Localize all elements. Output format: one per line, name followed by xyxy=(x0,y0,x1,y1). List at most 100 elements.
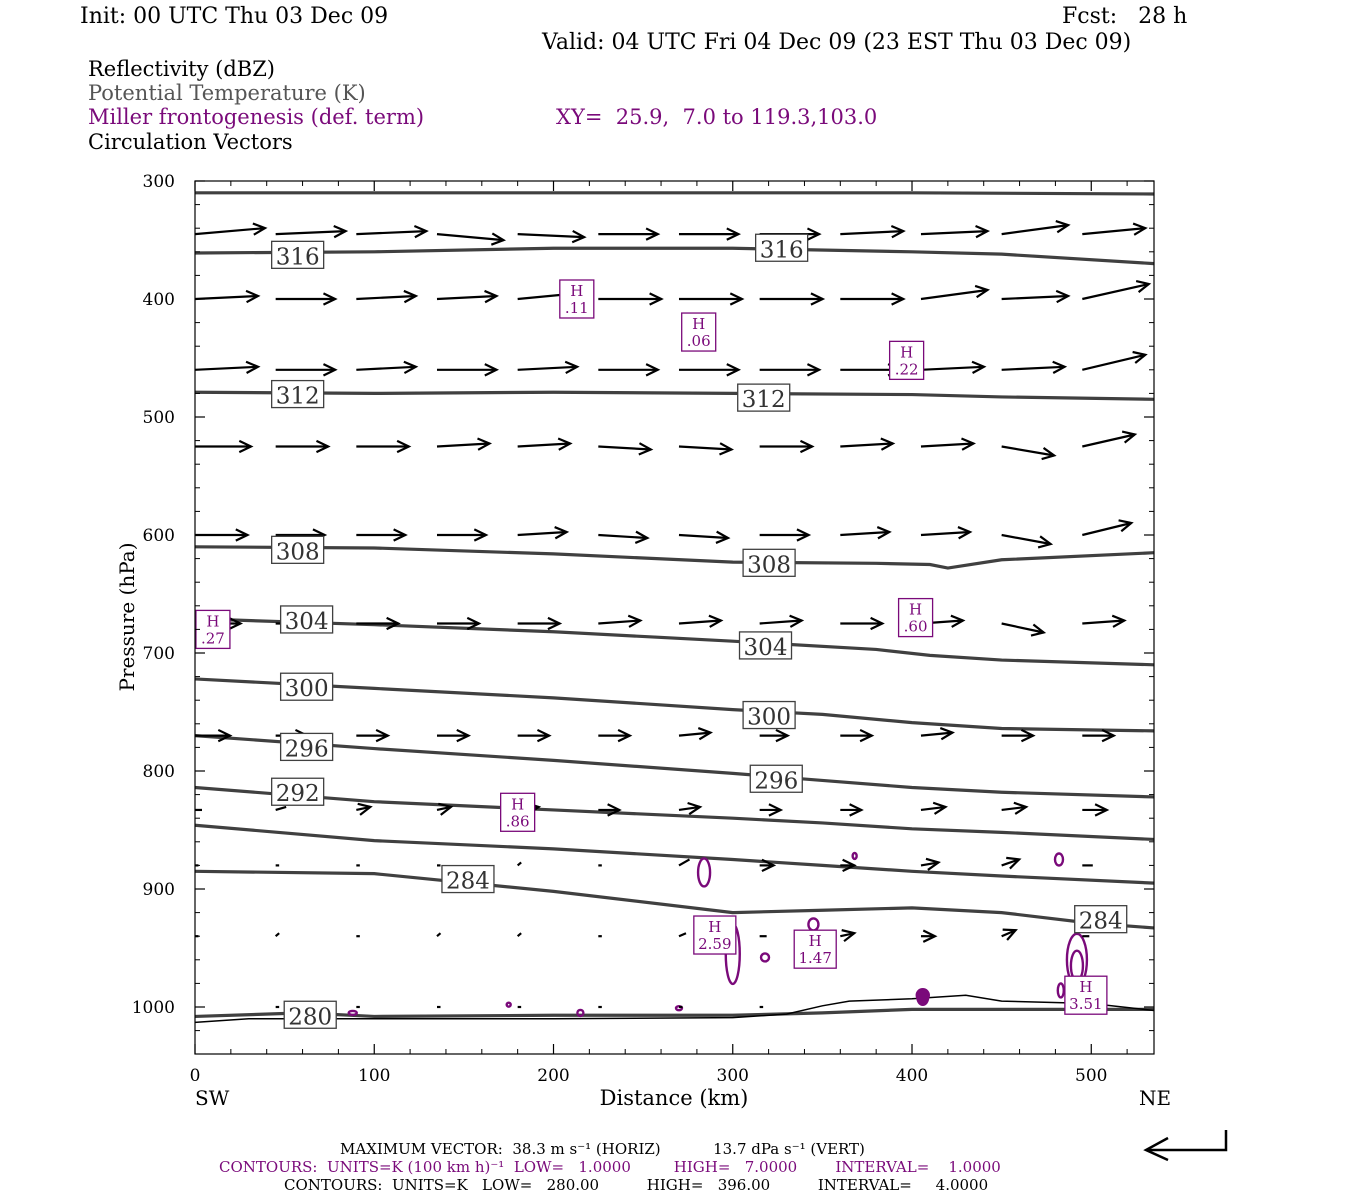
x-end-label-right: NE xyxy=(1139,1086,1171,1110)
frontogenesis-max-marker: H xyxy=(1079,978,1092,996)
circulation-vector-head xyxy=(974,284,990,299)
x-tick-label: 200 xyxy=(537,1066,569,1086)
circulation-vector xyxy=(1001,929,1017,938)
circulation-vector-head xyxy=(638,442,654,456)
circulation-vector xyxy=(275,805,287,811)
circulation-vector-head xyxy=(536,728,552,743)
frontogenesis-max-value: .22 xyxy=(895,360,919,378)
circulation-vector-head xyxy=(1020,728,1036,743)
circulation-vector xyxy=(517,365,578,371)
y-tick-label: 700 xyxy=(143,644,175,664)
valid-time: Valid: 04 UTC Fri 04 Dec 09 (23 EST Thu … xyxy=(542,30,1132,55)
theta-label: 300 xyxy=(285,676,329,702)
theta-label-box xyxy=(742,548,796,577)
circulation-vector-head xyxy=(245,360,261,374)
circulation-vector-head xyxy=(922,929,938,943)
x-tick-label: 0 xyxy=(190,1066,201,1086)
circulation-vector-head xyxy=(799,439,815,454)
circulation-vector-head xyxy=(564,360,580,375)
circulation-vector-head xyxy=(768,803,784,817)
circulation-vector-head xyxy=(1118,519,1134,533)
circulation-vector xyxy=(920,288,988,301)
frontogenesis-max-value: 2.59 xyxy=(698,935,731,953)
frontogenesis-max-value: .11 xyxy=(565,299,589,317)
circulation-vector-head xyxy=(438,802,454,816)
circulation-vector-head xyxy=(484,363,500,377)
circulation-vector-head xyxy=(235,528,251,542)
circulation-vector-head xyxy=(806,363,822,377)
y-tick-label: 500 xyxy=(143,408,175,428)
theta-label-box xyxy=(749,764,803,793)
theta-contour-308 xyxy=(194,545,1155,570)
theta-label: 296 xyxy=(754,768,798,794)
frontogenesis-contour xyxy=(696,857,712,888)
circulation-vector-head xyxy=(775,728,791,743)
legend-potential-temperature: Potential Temperature (K) xyxy=(88,81,366,105)
circulation-vector-head xyxy=(719,442,735,456)
circulation-vector-head xyxy=(490,232,507,246)
footer-contours-theta: CONTOURS: UNITS=K LOW= 280.00 HIGH= 396.… xyxy=(284,1176,989,1194)
theta-label: 284 xyxy=(446,869,490,895)
circulation-vector xyxy=(275,230,346,236)
footer-contours-frontogenesis: CONTOURS: UNITS=K (100 km h)⁻¹ LOW= 1.00… xyxy=(219,1158,1001,1176)
circulation-vector-head xyxy=(842,858,857,873)
y-tick-label: 1000 xyxy=(132,998,175,1018)
frontogenesis-max-marker: H xyxy=(909,601,922,619)
y-tick-label: 800 xyxy=(143,762,175,782)
circulation-vector-head xyxy=(1111,614,1127,628)
circulation-vector-head xyxy=(715,530,731,544)
circulation-vector-head xyxy=(1052,360,1068,374)
circulation-vector-head xyxy=(393,528,408,542)
circulation-vector-head xyxy=(413,224,429,239)
circulation-vector-head xyxy=(1132,222,1148,236)
theta-contour-unlabeled xyxy=(194,823,1155,885)
circulation-vector-head xyxy=(729,292,745,306)
circulation-vector-head xyxy=(971,360,987,374)
circulation-vector-head xyxy=(315,439,331,454)
circulation-vector xyxy=(678,805,701,812)
circulation-vector xyxy=(840,230,904,236)
frontogenesis-contour xyxy=(576,1008,585,1018)
circulation-vector-head xyxy=(870,616,885,631)
circulation-vector-head xyxy=(726,227,742,241)
circulation-vector-head xyxy=(456,728,472,743)
theta-contour-296 xyxy=(194,734,1155,799)
circulation-vector-head xyxy=(975,224,990,239)
circulation-vector-head xyxy=(1055,220,1071,234)
circulation-vector-head xyxy=(386,616,401,631)
circulation-vector-head xyxy=(697,727,713,741)
circulation-vector-head xyxy=(1002,928,1018,941)
legend-circulation-vectors: Circulation Vectors xyxy=(88,130,293,154)
circulation-vector-head xyxy=(547,616,563,631)
circulation-vector-head xyxy=(627,614,643,628)
theta-contours xyxy=(194,191,1155,1019)
circulation-vector xyxy=(1001,294,1069,301)
circulation-vector xyxy=(517,442,571,448)
theta-label: 316 xyxy=(760,237,804,263)
circulation-vector-head xyxy=(687,801,703,816)
circulation-vector-head xyxy=(796,528,812,542)
theta-label: 292 xyxy=(276,781,320,807)
frontogenesis-max-box xyxy=(681,312,717,352)
circulation-vector-head xyxy=(1030,623,1047,637)
circulation-vector-head xyxy=(375,728,391,743)
circulation-vector-head xyxy=(890,224,906,239)
theta-label-box xyxy=(738,631,793,660)
circulation-vector xyxy=(678,932,687,938)
circulation-vector xyxy=(598,445,651,451)
circulation-vector-head xyxy=(333,224,349,239)
circulation-vector-head xyxy=(841,929,857,943)
circulation-vector-head xyxy=(961,437,976,451)
circulation-vector-head xyxy=(607,803,622,817)
theta-label: 312 xyxy=(276,384,320,410)
circulation-vector-head xyxy=(708,614,724,628)
circulation-vector xyxy=(920,230,988,236)
circulation-vector-head xyxy=(228,616,244,631)
frontogenesis-max-marker: H xyxy=(206,612,219,630)
circulation-vector-head xyxy=(252,222,268,236)
theta-label: 304 xyxy=(744,635,788,661)
circulation-vector xyxy=(436,442,490,448)
circulation-vector xyxy=(194,294,259,301)
circulation-vector-head xyxy=(238,439,254,454)
circulation-vector xyxy=(1001,533,1051,546)
